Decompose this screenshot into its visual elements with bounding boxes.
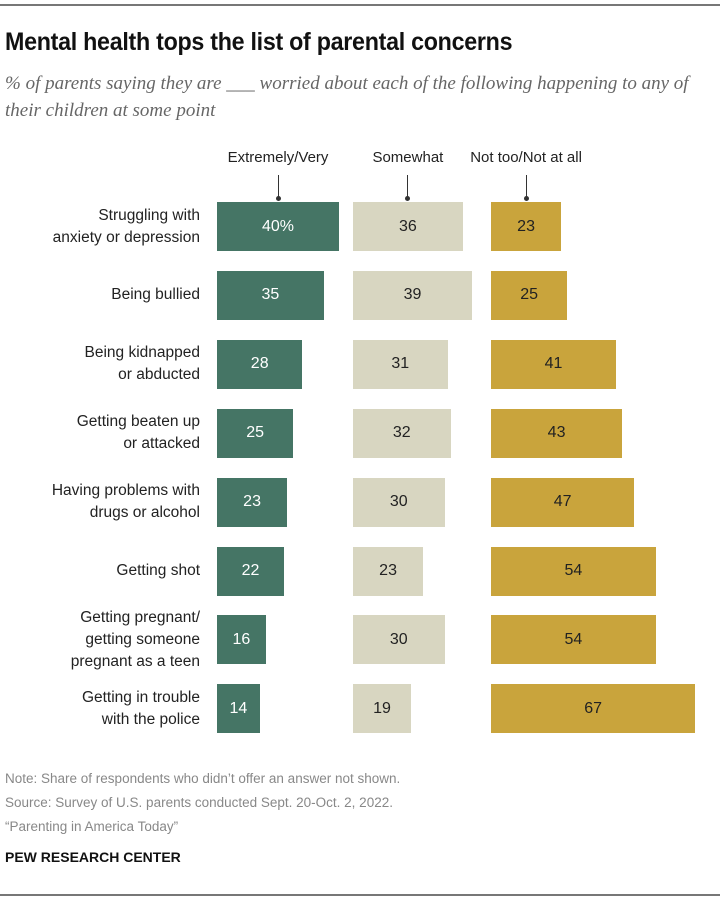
bar: 23 xyxy=(353,546,424,596)
bar: 31 xyxy=(353,339,448,389)
bar: 32 xyxy=(353,408,451,458)
bar: 54 xyxy=(491,615,656,665)
bar: 43 xyxy=(491,408,623,458)
bar: 28 xyxy=(217,339,303,389)
bar: 39 xyxy=(353,270,472,320)
source-note: Source: Survey of U.S. parents conducted… xyxy=(5,795,393,810)
category-label: Getting beaten up or attacked xyxy=(76,413,200,453)
header-pointer-dot xyxy=(523,196,529,201)
category-label: Getting shot xyxy=(116,562,200,579)
bar: 54 xyxy=(491,546,656,596)
bar: 16 xyxy=(217,615,266,665)
bar: 30 xyxy=(353,477,445,527)
bottom-rule xyxy=(0,894,720,896)
header-pointer-dot xyxy=(405,196,411,201)
bar: 47 xyxy=(491,477,635,527)
brand-name: PEW RESEARCH CENTER xyxy=(5,849,181,865)
bar: 41 xyxy=(491,339,617,389)
bar: 25 xyxy=(491,270,568,320)
header-pointer-line xyxy=(277,175,279,197)
bar: 19 xyxy=(353,684,411,734)
category-label: Being kidnapped or abducted xyxy=(84,344,201,384)
category-label: Having problems with drugs or alcohol xyxy=(51,482,200,522)
bar: 14 xyxy=(217,684,260,734)
bar: 23 xyxy=(217,477,288,527)
bar: 30 xyxy=(353,615,445,665)
column-header: Not too/Not at all xyxy=(470,149,582,166)
bar: 36 xyxy=(353,202,463,251)
bar: 22 xyxy=(217,546,285,596)
header-pointer-line xyxy=(525,175,527,197)
bar: 40% xyxy=(217,202,339,251)
category-label: Struggling with anxiety or depression xyxy=(52,206,200,246)
category-label: Being bullied xyxy=(111,286,200,304)
category-label: Getting pregnant/getting someone pregnant… xyxy=(70,608,200,670)
top-rule xyxy=(0,4,720,6)
column-header: Somewhat xyxy=(372,149,444,166)
column-header: Extremely/Very xyxy=(227,149,329,166)
chart-subtitle: % of parents saying they are ___ worried… xyxy=(5,73,689,121)
header-pointer-line xyxy=(407,175,409,197)
bar: 25 xyxy=(217,408,294,458)
chart-title: Mental health tops the list of parental … xyxy=(5,28,513,56)
header-pointer-dot xyxy=(275,196,281,201)
category-label: Getting in trouble with the police xyxy=(81,688,200,728)
bar: 35 xyxy=(217,270,324,320)
report-title: “Parenting in America Today” xyxy=(5,819,179,834)
bar: 67 xyxy=(491,684,696,734)
footnote: Note: Share of respondents who didn’t of… xyxy=(5,771,401,786)
bar: 23 xyxy=(491,202,562,251)
